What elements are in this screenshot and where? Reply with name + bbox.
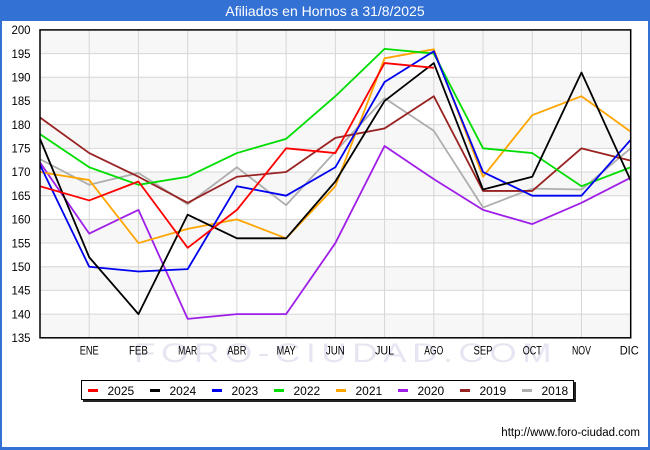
svg-text:JUN: JUN — [326, 344, 345, 358]
svg-text:140: 140 — [12, 307, 31, 321]
svg-text:SEP: SEP — [474, 344, 493, 358]
svg-text:145: 145 — [12, 284, 31, 298]
svg-text:JUL: JUL — [375, 344, 394, 358]
svg-text:195: 195 — [12, 47, 31, 61]
svg-text:AGO: AGO — [424, 344, 443, 358]
svg-text:160: 160 — [12, 213, 31, 227]
svg-text:DIC: DIC — [620, 344, 639, 358]
svg-text:FORO-CIUDAD.COM: FORO-CIUDAD.COM — [134, 338, 557, 368]
svg-text:ABR: ABR — [227, 344, 246, 358]
svg-text:ENE: ENE — [80, 344, 99, 358]
svg-text:200: 200 — [12, 23, 31, 37]
svg-text:180: 180 — [12, 118, 31, 132]
svg-text:170: 170 — [12, 165, 31, 179]
svg-text:135: 135 — [12, 331, 31, 345]
svg-text:MAR: MAR — [178, 344, 197, 358]
svg-text:175: 175 — [12, 142, 31, 156]
svg-text:FEB: FEB — [129, 344, 148, 358]
svg-text:MAY: MAY — [277, 344, 296, 358]
svg-text:OCT: OCT — [523, 344, 542, 358]
svg-text:150: 150 — [12, 260, 31, 274]
svg-text:165: 165 — [12, 189, 31, 203]
svg-text:185: 185 — [12, 94, 31, 108]
svg-text:NOV: NOV — [572, 344, 591, 358]
svg-text:190: 190 — [12, 70, 31, 84]
svg-text:155: 155 — [12, 236, 31, 250]
